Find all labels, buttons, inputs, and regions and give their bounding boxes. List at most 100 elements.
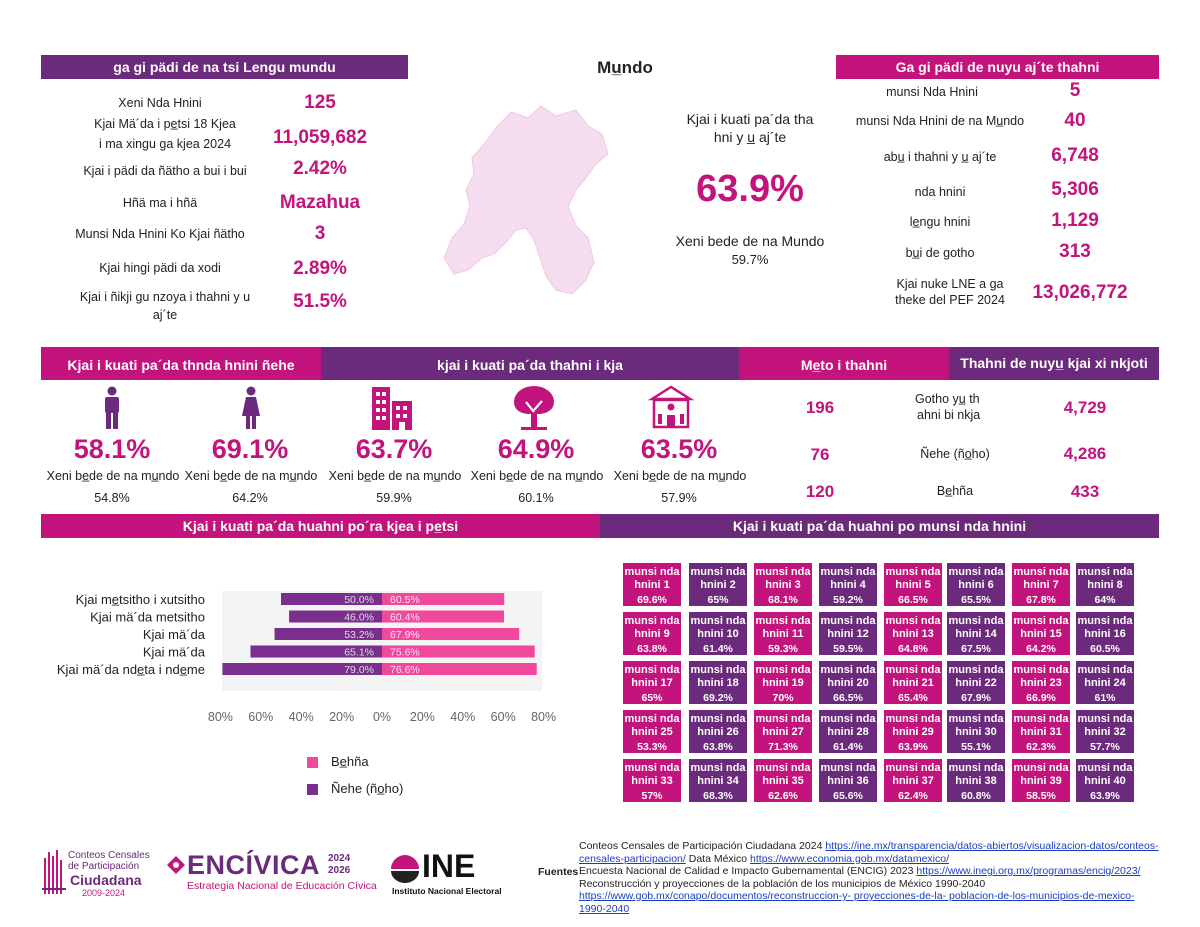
center-indicator-value: 63.9% — [696, 168, 804, 210]
municipality-tile: munsi nda hnini 22 67.9% — [947, 661, 1005, 704]
woman-icon — [242, 386, 260, 429]
right-row-label: nda hnini — [914, 185, 966, 199]
right-row-value: 40 — [1064, 110, 1086, 131]
tick-label: 0% — [373, 710, 391, 724]
city-buildings-icon — [372, 387, 412, 430]
left-row-value: 2.89% — [293, 258, 347, 279]
municipality-name-line: munsi nda — [820, 664, 876, 676]
category-label: Kjai mä´da — [143, 645, 206, 660]
municipality-name-line: hnini 26 — [697, 725, 739, 738]
municipality-name-line: hnini 9 — [634, 627, 670, 640]
sex-header: Kjai i kuati pa´da thnda hnini ñehe — [41, 347, 321, 380]
municipality-name-line: munsi nda — [1013, 762, 1069, 774]
source-link[interactable]: https://www.inegi.org.mx/programas/encig… — [916, 865, 1141, 877]
category-label: Kjai mä´da metsitho — [90, 610, 205, 625]
logo-conteos-censales: Conteos Censales de Participación Ciudad… — [42, 848, 167, 898]
municipality-name-line: munsi nda — [820, 566, 876, 578]
state-map — [443, 105, 609, 295]
bar-women — [382, 645, 535, 658]
label-line: Kjai i ñikji gu nzoya i thahni y u — [79, 290, 251, 304]
municipality-name-line: hnini 4 — [830, 578, 866, 591]
source-text: Conteos Censales de Participación Ciudad… — [579, 840, 826, 852]
meto-value: 120 — [805, 482, 835, 501]
municipality-name-line: hnini 31 — [1020, 725, 1062, 738]
municipality-tile: munsi nda hnini 18 69.2% — [689, 661, 747, 704]
right-row-label: bu̲i de gotho — [905, 246, 975, 260]
municipality-name-line: hnini 5 — [895, 578, 931, 591]
left-row-value: 3 — [314, 223, 326, 244]
municipality-name-line: hnini 32 — [1084, 725, 1126, 738]
municipality-name-line: hnini 30 — [955, 725, 997, 738]
municipality-name-line: munsi nda — [820, 713, 876, 725]
municipality-tile: munsi nda hnini 4 59.2% — [819, 563, 877, 606]
municipality-tile: munsi nda hnini 17 65% — [623, 661, 681, 704]
municipality-tile: munsi nda hnini 29 63.9% — [884, 710, 942, 753]
source-link[interactable]: https://ine.mx/transparencia/datos-abier… — [579, 840, 1159, 865]
left-row-label: Munsi Nda Hnini Ko Kjai ñätho — [75, 227, 245, 241]
municipality-pct: 65% — [641, 692, 663, 704]
municipality-name-line: munsi nda — [690, 762, 746, 774]
municipality-name-line: munsi nda — [1013, 713, 1069, 725]
fuentes-label: Fuentes — [538, 866, 579, 878]
municipality-name-line: munsi nda — [948, 615, 1004, 627]
tick-label: 20% — [329, 710, 354, 724]
tree-icon — [514, 386, 554, 430]
municipality-name-line: munsi nda — [755, 713, 811, 725]
source-text: Encuesta Nacional de Calidad e Impacto G… — [579, 865, 917, 877]
municipality-pct: 71.3% — [768, 741, 798, 753]
thahni-value: 4,729 — [1063, 398, 1107, 417]
municipality-name-line: hnini 18 — [697, 676, 739, 689]
source-link[interactable]: https://www.economia.gob.mx/datamexico/ — [750, 852, 950, 865]
right-row-value: 6,748 — [1051, 145, 1099, 166]
left-panel-header: ga gi pädi de na tsi Lengu mundu — [41, 55, 408, 79]
right-row-label: munsi Nda Hnini — [886, 85, 978, 99]
municipality-name-line: munsi nda — [755, 615, 811, 627]
municipality-pct: 60.8% — [961, 790, 991, 802]
municipality-tile: munsi nda hnini 21 65.4% — [884, 661, 942, 704]
municipality-name-line: hnini 14 — [955, 627, 997, 640]
municipality-name-line: munsi nda — [885, 713, 941, 725]
municipality-pct: 67.5% — [961, 643, 991, 655]
municipality-name-line: hnini 35 — [762, 774, 804, 787]
tick-label: 40% — [289, 710, 314, 724]
data-label-men: 65.1% — [344, 647, 374, 659]
left-row-label: Hñä ma i hñä — [122, 196, 198, 210]
source-text: Reconstrucción y proyecciones de la pobl… — [579, 877, 986, 890]
municipality-pct: 61.4% — [833, 741, 863, 753]
municipality-tile: munsi nda hnini 2 65% — [689, 563, 747, 606]
municipality-pct: 57.7% — [1090, 741, 1120, 753]
left-row-label: Kjai i pädi da ñätho a bui i bui — [83, 164, 247, 178]
municipality-name-line: munsi nda — [885, 566, 941, 578]
legend-label-men: Ñehe (ño̲ho) — [331, 781, 404, 796]
municipality-pct: 59.5% — [833, 643, 863, 655]
municipality-name-line: munsi nda — [1077, 566, 1133, 578]
municipality-tile: munsi nda hnini 27 71.3% — [754, 710, 812, 753]
indicator-sub: 54.8% — [94, 491, 130, 505]
municipality-pct: 62.4% — [898, 790, 928, 802]
source-link[interactable]: https://www.gob.mx/conapo/documentos/rec… — [579, 890, 1135, 915]
municipality-name-line: hnini 19 — [762, 676, 804, 689]
municipality-pct: 63.9% — [898, 741, 928, 753]
municipality-name-line: munsi nda — [885, 615, 941, 627]
conteos-line3: Ciudadana — [70, 872, 142, 888]
label-line: aj´te — [152, 308, 178, 322]
municipality-pct: 65.6% — [833, 790, 863, 802]
municipality-name-line: hnini 37 — [892, 774, 934, 787]
indicator-sub: 60.1% — [518, 491, 554, 505]
municipality-name-line: munsi nda — [948, 713, 1004, 725]
municipality-name-line: munsi nda — [1077, 762, 1133, 774]
municipality-pct: 65.5% — [961, 594, 991, 606]
municipality-name-line: hnini 39 — [1020, 774, 1062, 787]
data-label-men: 79.0% — [344, 664, 374, 676]
encivica-mark-icon — [167, 856, 185, 874]
right-row-value: 5,306 — [1051, 179, 1099, 200]
logo-encivica: ENCÍVICA 2024 2026 Estrategia Nacional d… — [165, 850, 377, 894]
municipality-tile: munsi nda hnini 39 58.5% — [1012, 759, 1070, 802]
municipality-name-line: munsi nda — [1013, 615, 1069, 627]
municipality-name-line: munsi nda — [820, 762, 876, 774]
indicator-value: 69.1% — [211, 434, 289, 464]
label-line: hni y u̲ aj´te — [713, 129, 787, 145]
right-row-value: 5 — [1069, 80, 1081, 101]
left-row-value: 125 — [304, 92, 336, 113]
bar-men — [274, 628, 382, 640]
